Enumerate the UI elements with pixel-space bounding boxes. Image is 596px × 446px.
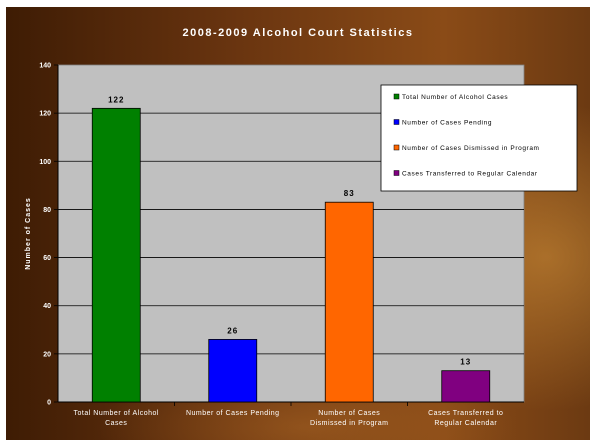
- x-category-label: Cases Transferred to: [428, 410, 503, 417]
- y-tick-label: 40: [43, 303, 51, 310]
- x-category-label: Dismissed in Program: [310, 420, 388, 427]
- data-label: 122: [108, 95, 124, 104]
- y-tick-label: 60: [43, 255, 51, 262]
- legend-entry: Number of Cases Pending: [402, 120, 492, 127]
- legend-swatch: [393, 170, 400, 176]
- x-category-label: Number of Cases Pending: [186, 410, 280, 417]
- y-tick-label: 100: [39, 159, 51, 166]
- data-label: 83: [344, 189, 355, 198]
- legend-entry: Number of Cases Dismissed in Program: [402, 145, 540, 152]
- chart-title: 2008-2009 Alcohol Court Statistics: [183, 27, 414, 39]
- legend-swatch: [393, 93, 400, 100]
- y-tick-label: 120: [39, 111, 51, 118]
- bar: [91, 107, 141, 403]
- x-category-label: Total Number of Alcohol: [74, 410, 159, 417]
- y-tick-label: 20: [43, 351, 51, 358]
- y-tick-label: 80: [43, 207, 51, 214]
- x-category-label: Number of Cases: [318, 410, 380, 417]
- data-label: 26: [227, 326, 238, 335]
- legend-swatch: [393, 144, 400, 151]
- legend-entry: Cases Transferred to Regular Calendar: [402, 171, 538, 178]
- y-tick-label: 140: [39, 63, 51, 70]
- x-category-label: Cases: [105, 420, 127, 427]
- y-tick-label: 0: [47, 400, 51, 407]
- legend-box: [380, 84, 578, 192]
- legend-entry: Total Number of Alcohol Cases: [402, 94, 508, 101]
- bar: [441, 370, 491, 403]
- chart-slide: 2008-2009 Alcohol Court Statistics 0 20 40…: [6, 7, 590, 440]
- legend-swatch: [393, 119, 400, 125]
- y-axis-label: Number of Cases: [25, 197, 32, 270]
- data-label: 13: [460, 358, 471, 367]
- bar-chart: 2008-2009 Alcohol Court Statistics 0 20 40…: [25, 27, 578, 427]
- bar: [208, 339, 258, 403]
- x-category-label: Regular Calendar: [434, 420, 497, 427]
- bar: [324, 201, 374, 403]
